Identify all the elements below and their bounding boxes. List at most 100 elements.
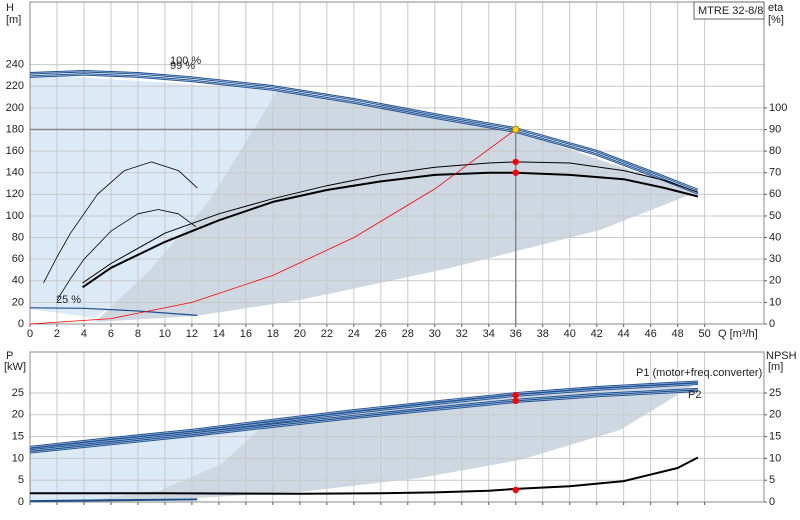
x-tick-label: 20	[294, 328, 306, 340]
curve	[82, 171, 699, 289]
y-tick-label: 10	[12, 452, 24, 464]
y-tick-label: 120	[6, 188, 24, 200]
axis-label: [m]	[6, 14, 21, 26]
axis-label: eta	[768, 2, 784, 14]
x-tick-label: 46	[645, 328, 657, 340]
x-tick-label: 2	[54, 328, 60, 340]
x-tick-label: 12	[186, 328, 198, 340]
x-tick-label: 18	[267, 328, 279, 340]
duty-point	[512, 486, 519, 494]
annotation: P1 (motor+freq.converter)	[636, 367, 762, 379]
x-tick-label: 10	[159, 328, 171, 340]
axis-label: [kW]	[4, 361, 26, 373]
duty-point	[512, 391, 519, 399]
duty-point	[512, 158, 519, 166]
axis-label: P	[6, 350, 13, 362]
y-tick-label: 20	[12, 296, 24, 308]
x-tick-label: 32	[456, 328, 468, 340]
x-tick-label: 8	[135, 328, 141, 340]
y-tick-label: 100	[6, 210, 24, 222]
curve	[56, 209, 197, 301]
y2-tick-label: 0	[769, 318, 775, 330]
axis-label: [%]	[768, 14, 784, 26]
curve-highlight	[29, 383, 698, 450]
x-tick-label: 14	[213, 328, 225, 340]
legend-box	[693, 1, 765, 20]
y-tick-label: 220	[6, 80, 24, 92]
plot-frame	[29, 1, 765, 325]
y2-tick-label: 40	[769, 231, 781, 243]
y2-tick-label: 60	[769, 188, 781, 200]
y2-tick-label: 10	[769, 296, 781, 308]
y2-tick-label: 5	[769, 474, 775, 486]
curve-highlight	[29, 388, 698, 451]
curve	[30, 456, 699, 495]
y2-tick-label: 30	[769, 253, 781, 265]
curve	[29, 307, 198, 316]
y-tick-label: 20	[12, 409, 24, 421]
curve-highlight	[29, 74, 699, 194]
x-tick-label: 26	[375, 328, 387, 340]
y2-tick-label: 20	[769, 409, 781, 421]
x-tick-label: 24	[348, 328, 360, 340]
x-tick-label: 22	[321, 328, 333, 340]
x-tick-label: 48	[672, 328, 684, 340]
x-tick-label: 0	[27, 328, 33, 340]
annotation: 100 %	[170, 55, 201, 67]
curve	[43, 161, 198, 284]
y-tick-label: 5	[18, 474, 24, 486]
y-tick-label: 0	[18, 496, 24, 508]
range-shade	[30, 74, 278, 318]
y2-tick-label: 20	[769, 275, 781, 287]
y-tick-label: 160	[6, 145, 24, 157]
y-tick-label: 0	[18, 318, 24, 330]
annotation: 99 %	[170, 60, 195, 72]
axis-label: [m]	[768, 361, 783, 373]
y2-tick-label: 10	[769, 452, 781, 464]
duty-point	[512, 397, 519, 405]
x-tick-label: 50	[699, 328, 711, 340]
x-tick-label: 38	[537, 328, 549, 340]
x-tick-label: 16	[240, 328, 252, 340]
curve-highlight	[29, 70, 699, 191]
duty-point	[512, 169, 519, 176]
x-tick-label: 40	[564, 328, 576, 340]
y2-tick-label: 15	[769, 430, 781, 442]
x-tick-label: 6	[108, 328, 114, 340]
annotation: 25 %	[56, 294, 81, 306]
curve	[29, 498, 198, 503]
x-tick-label: 4	[81, 328, 87, 340]
y2-tick-label: 100	[769, 102, 787, 114]
y2-tick-label: 50	[769, 210, 781, 222]
x-tick-label: 42	[591, 328, 603, 340]
plot-frame	[29, 351, 765, 503]
y2-tick-label: 70	[769, 167, 781, 179]
plot-layer: 0 2 4 6 8 10 12 14 16 18 20 22 24 26 28 30 32 34 36 38 40 42 4…	[4, 1, 797, 508]
x-tick-label: 34	[483, 328, 495, 340]
curve	[29, 129, 516, 325]
y2-tick-label: 0	[769, 496, 775, 508]
axis-label: H	[6, 2, 14, 14]
y-tick-label: 15	[12, 430, 24, 442]
y-tick-label: 140	[6, 167, 24, 179]
y-tick-label: 60	[12, 253, 24, 265]
y-tick-label: 40	[12, 275, 24, 287]
y2-tick-label: 80	[769, 145, 781, 157]
x-tick-label: 28	[402, 328, 414, 340]
y-tick-label: 25	[12, 387, 24, 399]
y-tick-label: 240	[6, 59, 24, 71]
curve-highlight	[29, 381, 698, 448]
x-axis-label: Q [m³/h]	[718, 328, 758, 340]
curve	[82, 161, 699, 284]
x-tick-label: 30	[429, 328, 441, 340]
y2-tick-label: 25	[769, 387, 781, 399]
x-tick-label: 36	[510, 328, 522, 340]
curve-highlight	[29, 390, 698, 453]
x-tick-label: 44	[618, 328, 630, 340]
y-tick-label: 80	[12, 231, 24, 243]
annotation: P2	[688, 389, 701, 401]
duty-point	[512, 125, 520, 134]
axis-label: NPSH	[766, 350, 797, 362]
y-tick-label: 200	[6, 102, 24, 114]
